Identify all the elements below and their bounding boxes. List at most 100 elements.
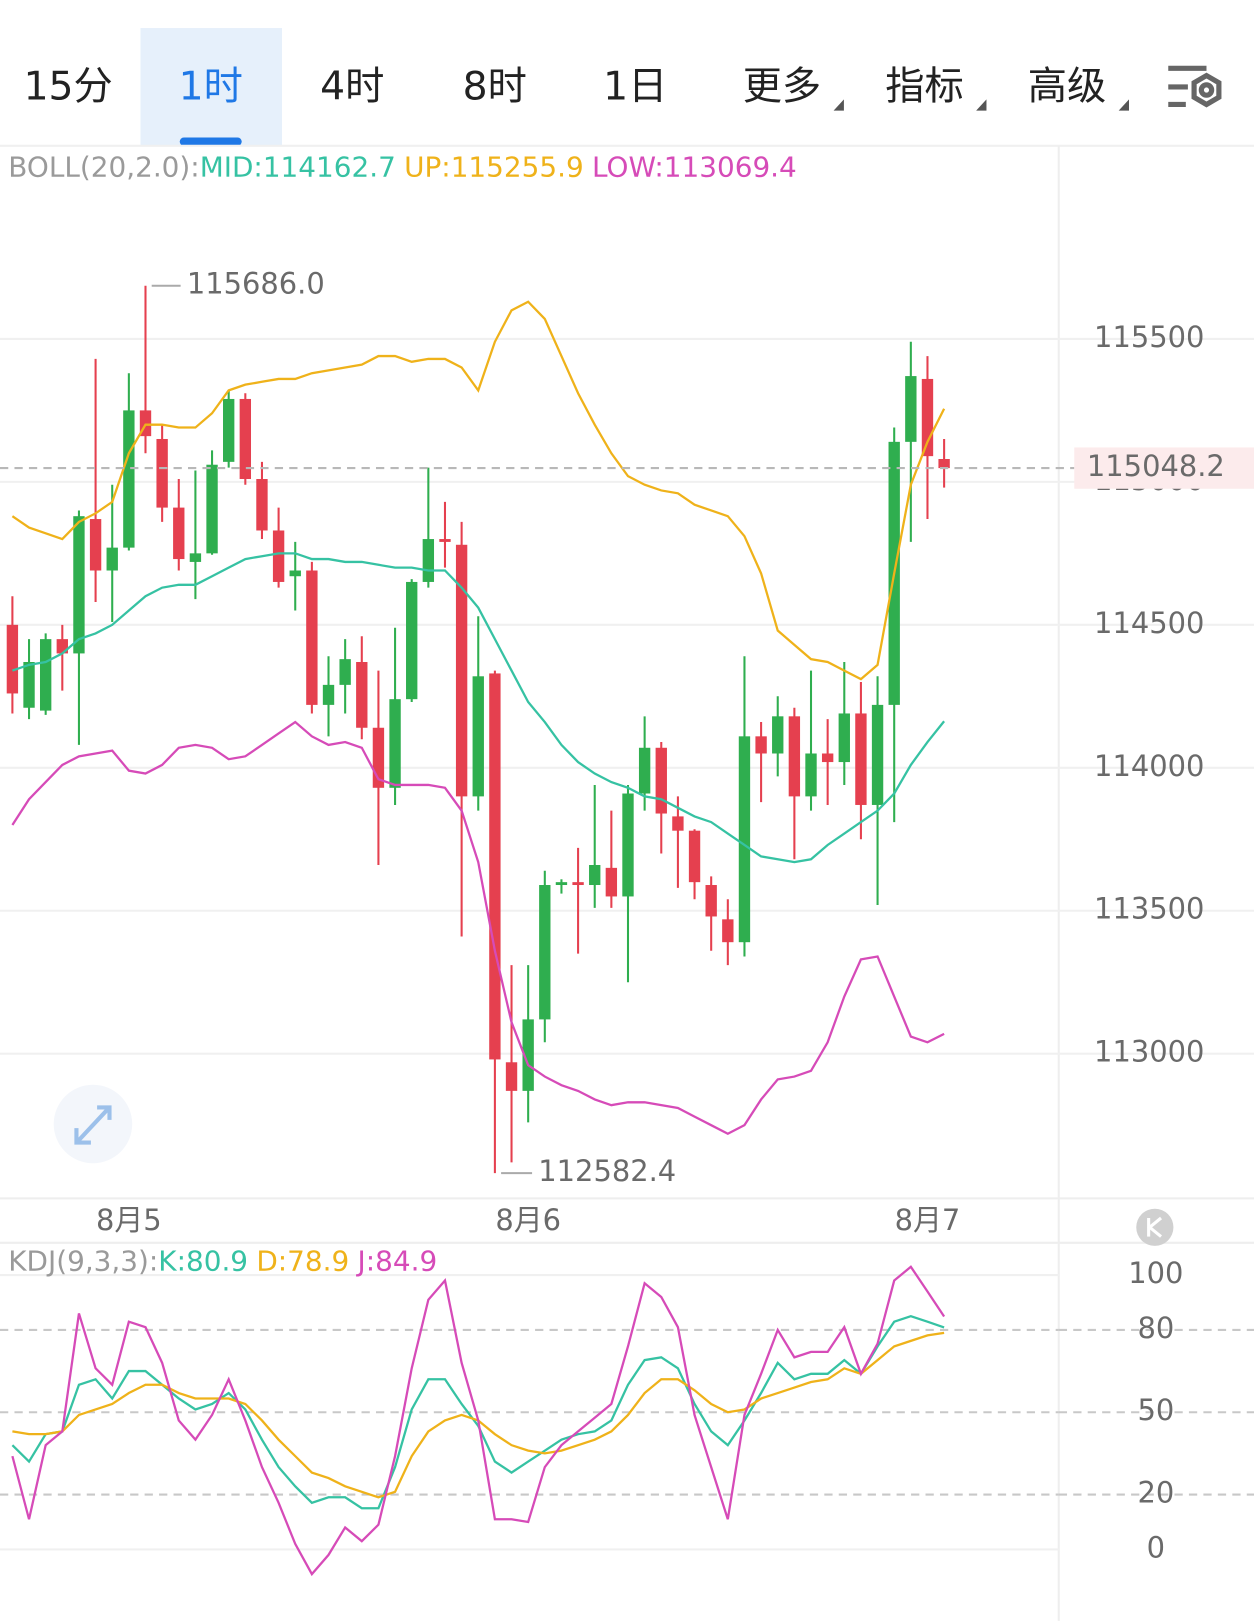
candle-body <box>522 1019 534 1091</box>
candle-body <box>139 410 152 437</box>
tab[interactable]: 1时 <box>179 64 243 109</box>
candle-body <box>272 530 285 582</box>
candle-body <box>289 570 301 577</box>
y-tick-label: 113000 <box>1094 1035 1204 1069</box>
y-tick-label: 50 <box>1137 1393 1174 1427</box>
indicator-line <box>11 1265 946 1577</box>
candle-body <box>805 753 817 797</box>
high-label: 115686.0 <box>187 267 325 301</box>
legend-entry: MID:114162.7 <box>200 151 396 184</box>
candle-body <box>89 519 102 571</box>
candle-body <box>938 459 950 469</box>
candle-body <box>755 736 767 754</box>
candle-body <box>572 882 584 886</box>
y-tick-label: 0 <box>1147 1530 1165 1564</box>
candle-body <box>855 713 867 805</box>
candle-body <box>189 553 202 562</box>
candle-body <box>256 479 268 531</box>
y-tick-label: 100 <box>1128 1256 1183 1290</box>
candle-body <box>772 716 784 754</box>
candle-body <box>455 544 468 797</box>
k-icon[interactable] <box>1136 1208 1174 1246</box>
legend: BOLL(20,2.0):MID:114162.7 UP:115255.9 LOW:… <box>8 151 797 184</box>
legend-entry: LOW:113069.4 <box>592 151 797 184</box>
candle-body <box>788 716 801 797</box>
candle-body <box>638 747 651 794</box>
tab[interactable]: 4时 <box>320 64 384 109</box>
y-tick-label: 20 <box>1137 1476 1174 1510</box>
active-tab-bg <box>140 28 282 146</box>
tab[interactable]: 1日 <box>603 64 667 109</box>
candle-body <box>921 378 934 457</box>
legend-entry: J:84.9 <box>356 1244 438 1277</box>
tab[interactable]: 指标 <box>885 64 964 109</box>
candle-body <box>821 753 834 763</box>
candle-body <box>156 438 168 508</box>
legend-entry: K:80.9 <box>158 1244 248 1277</box>
candle-body <box>555 882 568 886</box>
price-label: 115048.2 <box>1087 449 1225 483</box>
candle-body <box>722 919 734 943</box>
indicator-line <box>12 552 946 864</box>
legend-entry: D:78.9 <box>256 1244 349 1277</box>
y-tick-label: 114000 <box>1094 749 1204 783</box>
legend: KDJ(9,3,3):K:80.9 D:78.9 J:84.9 <box>8 1244 437 1277</box>
y-tick-label: 113500 <box>1094 892 1204 926</box>
candle-body <box>539 885 551 1020</box>
candle-body <box>389 699 401 788</box>
candle-body <box>871 704 884 805</box>
candle-body <box>223 398 235 462</box>
candle-body <box>39 639 52 711</box>
candle-body <box>622 793 634 897</box>
candle-body <box>239 398 252 480</box>
candle-body <box>339 659 351 685</box>
tab[interactable]: 高级 <box>1028 64 1106 109</box>
candle-body <box>322 684 335 705</box>
expand-button[interactable] <box>53 1084 133 1164</box>
tab-bar: 15分 1时 4时 8时 1日 更多 指标 高级 <box>24 28 1130 146</box>
legend-entry: UP:115255.9 <box>404 151 584 184</box>
candle-body <box>372 727 385 788</box>
y-tick-label: 80 <box>1137 1311 1174 1345</box>
candle-body <box>439 539 451 542</box>
tab[interactable]: 更多 <box>743 64 822 109</box>
candle-body <box>655 747 667 814</box>
x-tick-label: 8月5 <box>96 1203 162 1237</box>
indicator-name: KDJ(9,3,3): <box>8 1244 158 1277</box>
candle-body <box>489 673 501 1060</box>
price-label-bg <box>1074 447 1254 489</box>
tab[interactable]: 8时 <box>463 64 527 109</box>
candle-body <box>672 816 684 831</box>
candle-body <box>422 539 435 582</box>
candle-body <box>589 864 601 886</box>
candle-body <box>838 713 850 763</box>
x-tick-label: 8月6 <box>495 1203 561 1237</box>
candle-body <box>406 581 418 700</box>
candle-body <box>6 624 19 694</box>
candle-body <box>23 661 35 708</box>
active-tab-indicator <box>179 137 242 146</box>
settings-icon[interactable] <box>1168 65 1222 108</box>
low-label: 112582.4 <box>538 1154 676 1188</box>
candle-body <box>905 376 917 442</box>
candle-body <box>206 464 218 554</box>
candle-body <box>173 507 185 560</box>
tab[interactable]: 15分 <box>24 64 113 109</box>
indicator-line <box>11 300 946 681</box>
candle-body <box>306 570 318 705</box>
candle-body <box>505 1062 518 1091</box>
candle-body <box>688 830 701 883</box>
candle-body <box>356 661 368 728</box>
indicator-name: BOLL(20,2.0): <box>8 151 199 184</box>
candle-body <box>123 410 135 548</box>
candle-body <box>738 736 751 943</box>
candle-body <box>56 639 68 654</box>
y-tick-label: 114500 <box>1094 606 1204 640</box>
candle-body <box>73 516 85 654</box>
candle-body <box>705 885 717 917</box>
candle-body <box>106 547 118 571</box>
y-tick-label: 115500 <box>1094 320 1204 354</box>
indicator-line <box>11 720 945 1136</box>
